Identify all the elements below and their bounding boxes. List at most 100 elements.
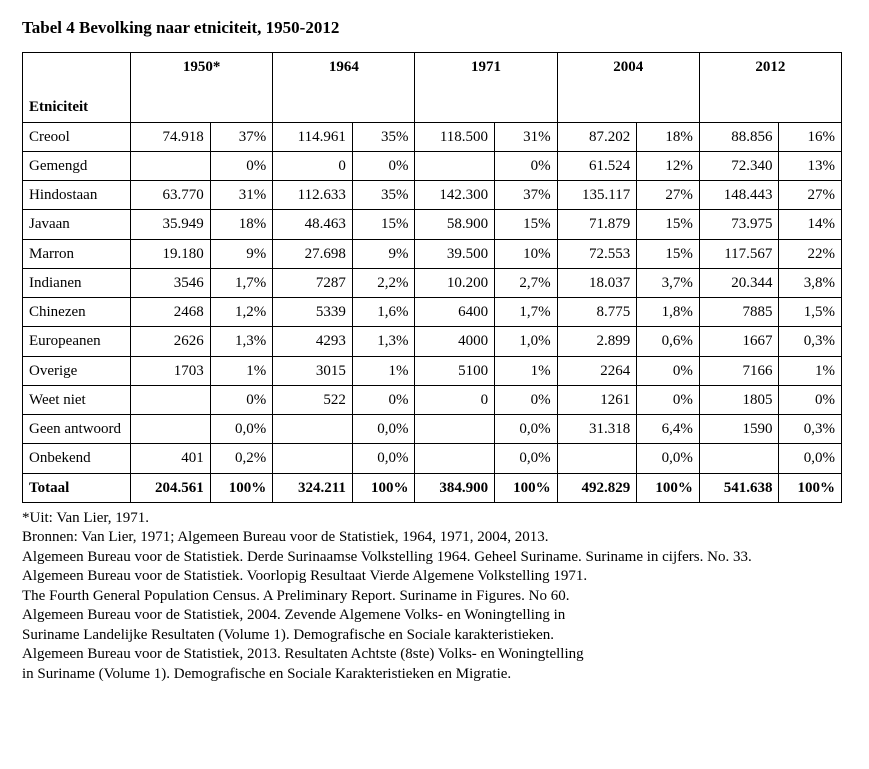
percent-cell: 15% bbox=[637, 210, 700, 239]
value-cell: 18.037 bbox=[557, 268, 637, 297]
value-cell: 1261 bbox=[557, 385, 637, 414]
table-row: Gemengd0%00%0%61.52412%72.34013% bbox=[23, 151, 842, 180]
value-cell: 58.900 bbox=[415, 210, 495, 239]
percent-cell: 18% bbox=[637, 122, 700, 151]
percent-cell: 9% bbox=[352, 239, 415, 268]
value-cell bbox=[131, 385, 211, 414]
percent-cell: 0,0% bbox=[210, 415, 273, 444]
percent-cell: 0% bbox=[779, 385, 842, 414]
footnote-line: in Suriname (Volume 1). Demografische en… bbox=[22, 665, 842, 685]
table-row: Marron19.1809%27.6989%39.50010%72.55315%… bbox=[23, 239, 842, 268]
percent-cell: 100% bbox=[779, 473, 842, 502]
header-years-row: 1950* 1964 1971 2004 2012 bbox=[23, 53, 842, 82]
value-cell bbox=[415, 415, 495, 444]
percent-cell: 1% bbox=[352, 356, 415, 385]
value-cell: 2626 bbox=[131, 327, 211, 356]
percent-cell: 0% bbox=[210, 151, 273, 180]
percent-cell: 0,0% bbox=[352, 444, 415, 473]
footnote-line: Algemeen Bureau voor de Statistiek, 2004… bbox=[22, 606, 842, 626]
value-cell bbox=[699, 444, 779, 473]
value-cell: 7885 bbox=[699, 298, 779, 327]
value-cell: 27.698 bbox=[273, 239, 353, 268]
col-year-4: 2012 bbox=[699, 53, 841, 82]
value-cell: 7166 bbox=[699, 356, 779, 385]
row-label: Gemengd bbox=[23, 151, 131, 180]
table-row: Weet niet0%5220%00%12610%18050% bbox=[23, 385, 842, 414]
value-cell: 5100 bbox=[415, 356, 495, 385]
footnote-line: Algemeen Bureau voor de Statistiek, 2013… bbox=[22, 645, 842, 665]
percent-cell: 13% bbox=[779, 151, 842, 180]
col-year-2: 1971 bbox=[415, 53, 557, 82]
value-cell: 522 bbox=[273, 385, 353, 414]
percent-cell: 9% bbox=[210, 239, 273, 268]
table-row: Indianen35461,7%72872,2%10.2002,7%18.037… bbox=[23, 268, 842, 297]
percent-cell: 1% bbox=[495, 356, 558, 385]
value-cell: 204.561 bbox=[131, 473, 211, 502]
row-label: Overige bbox=[23, 356, 131, 385]
total-row: Totaal204.561100%324.211100%384.900100%4… bbox=[23, 473, 842, 502]
value-cell: 118.500 bbox=[415, 122, 495, 151]
percent-cell: 0% bbox=[352, 385, 415, 414]
percent-cell: 31% bbox=[495, 122, 558, 151]
table-row: Chinezen24681,2%53391,6%64001,7%8.7751,8… bbox=[23, 298, 842, 327]
table-row: Overige17031%30151%51001%22640%71661% bbox=[23, 356, 842, 385]
percent-cell: 15% bbox=[495, 210, 558, 239]
percent-cell: 0,0% bbox=[495, 444, 558, 473]
footnote-line: *Uit: Van Lier, 1971. bbox=[22, 509, 842, 529]
value-cell: 117.567 bbox=[699, 239, 779, 268]
percent-cell: 0,0% bbox=[352, 415, 415, 444]
percent-cell: 0% bbox=[352, 151, 415, 180]
percent-cell: 35% bbox=[352, 181, 415, 210]
value-cell: 6400 bbox=[415, 298, 495, 327]
percent-cell: 0% bbox=[637, 385, 700, 414]
value-cell: 541.638 bbox=[699, 473, 779, 502]
value-cell: 1805 bbox=[699, 385, 779, 414]
value-cell: 135.117 bbox=[557, 181, 637, 210]
value-cell: 142.300 bbox=[415, 181, 495, 210]
table-row: Onbekend4010,2%0,0%0,0%0,0%0,0% bbox=[23, 444, 842, 473]
value-cell: 401 bbox=[131, 444, 211, 473]
row-label: Geen antwoord bbox=[23, 415, 131, 444]
value-cell: 20.344 bbox=[699, 268, 779, 297]
percent-cell: 0% bbox=[495, 385, 558, 414]
value-cell: 5339 bbox=[273, 298, 353, 327]
row-label: Chinezen bbox=[23, 298, 131, 327]
percent-cell: 2,7% bbox=[495, 268, 558, 297]
percent-cell: 1,5% bbox=[779, 298, 842, 327]
percent-cell: 37% bbox=[210, 122, 273, 151]
row-label: Marron bbox=[23, 239, 131, 268]
value-cell: 71.879 bbox=[557, 210, 637, 239]
table-row: Hindostaan63.77031%112.63335%142.30037%1… bbox=[23, 181, 842, 210]
value-cell: 492.829 bbox=[557, 473, 637, 502]
value-cell: 63.770 bbox=[131, 181, 211, 210]
value-cell bbox=[273, 444, 353, 473]
value-cell: 39.500 bbox=[415, 239, 495, 268]
percent-cell: 10% bbox=[495, 239, 558, 268]
value-cell: 3546 bbox=[131, 268, 211, 297]
percent-cell: 1,6% bbox=[352, 298, 415, 327]
percent-cell: 6,4% bbox=[637, 415, 700, 444]
percent-cell: 3,8% bbox=[779, 268, 842, 297]
footnote-line: Algemeen Bureau voor de Statistiek. Voor… bbox=[22, 567, 842, 587]
row-label: Indianen bbox=[23, 268, 131, 297]
row-label: Weet niet bbox=[23, 385, 131, 414]
value-cell: 324.211 bbox=[273, 473, 353, 502]
col-year-3: 2004 bbox=[557, 53, 699, 82]
col-year-1: 1964 bbox=[273, 53, 415, 82]
percent-cell: 22% bbox=[779, 239, 842, 268]
percent-cell: 12% bbox=[637, 151, 700, 180]
value-cell: 74.918 bbox=[131, 122, 211, 151]
value-cell: 73.975 bbox=[699, 210, 779, 239]
row-label: Javaan bbox=[23, 210, 131, 239]
table-row: Geen antwoord0,0%0,0%0,0%31.3186,4%15900… bbox=[23, 415, 842, 444]
percent-cell: 15% bbox=[352, 210, 415, 239]
value-cell: 0 bbox=[415, 385, 495, 414]
value-cell bbox=[415, 444, 495, 473]
value-cell: 72.340 bbox=[699, 151, 779, 180]
percent-cell: 100% bbox=[352, 473, 415, 502]
value-cell: 4000 bbox=[415, 327, 495, 356]
value-cell: 35.949 bbox=[131, 210, 211, 239]
row-header-label: Etniciteit bbox=[23, 81, 131, 122]
col-year-0: 1950* bbox=[131, 53, 273, 82]
value-cell: 19.180 bbox=[131, 239, 211, 268]
